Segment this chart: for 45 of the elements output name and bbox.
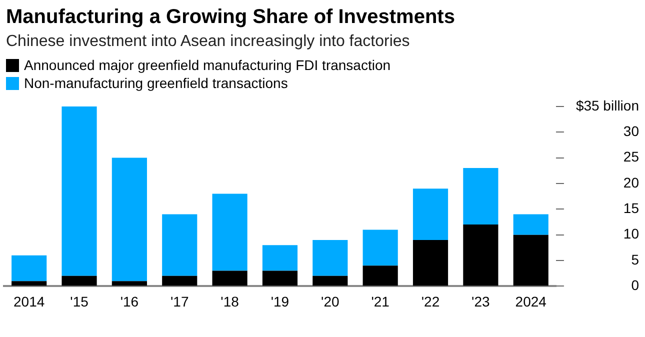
bar [312,240,348,276]
bar [162,276,198,286]
bar [362,266,398,286]
bar [513,234,548,286]
bar [312,276,348,286]
x-tick-label: '22 [421,293,440,310]
bar [62,106,97,276]
chart-title: Manufacturing a Growing Share of Investments [5,5,456,29]
x-tick-label: '15 [70,293,89,310]
x-tick-label: '23 [472,293,490,310]
bar [212,194,248,271]
x-tick-label: '18 [220,293,240,310]
y-tick-label: 5 [631,251,640,268]
bar [212,270,248,286]
x-tick-label: '21 [371,293,390,310]
bar [12,281,47,286]
bar [62,276,97,286]
y-tick-label: $35 billion [576,97,639,114]
bar [262,245,298,271]
bar [162,214,198,276]
bar [262,270,298,286]
x-tick-label: '20 [321,293,340,310]
x-tick-label: '16 [120,293,139,310]
bar [112,158,147,282]
y-tick-label: 0 [631,277,640,294]
bar [412,188,448,240]
y-tick-label: 15 [623,200,640,216]
bar [513,214,548,235]
y-tick-label: 30 [623,122,640,139]
chart-subtitle: Chinese investment into Asean increasingly into factories [5,32,411,51]
legend-label: Announced major greenfield manufacturing FDI transaction [24,57,391,73]
bar [112,281,147,286]
bar [362,230,398,266]
y-tick-label: 10 [623,226,640,242]
y-tick-label: 25 [623,148,640,165]
legend-label: Non-manufacturing greenfield transactions [24,75,288,91]
y-tick-label: 20 [623,174,640,190]
x-tick-label: 2014 [14,293,45,310]
bar [412,240,448,286]
bar [463,168,498,225]
x-tick-label: '19 [270,293,290,310]
x-tick-label: '17 [170,293,189,310]
bar [12,255,47,282]
x-tick-label: 2024 [515,293,547,310]
bar [463,224,498,286]
